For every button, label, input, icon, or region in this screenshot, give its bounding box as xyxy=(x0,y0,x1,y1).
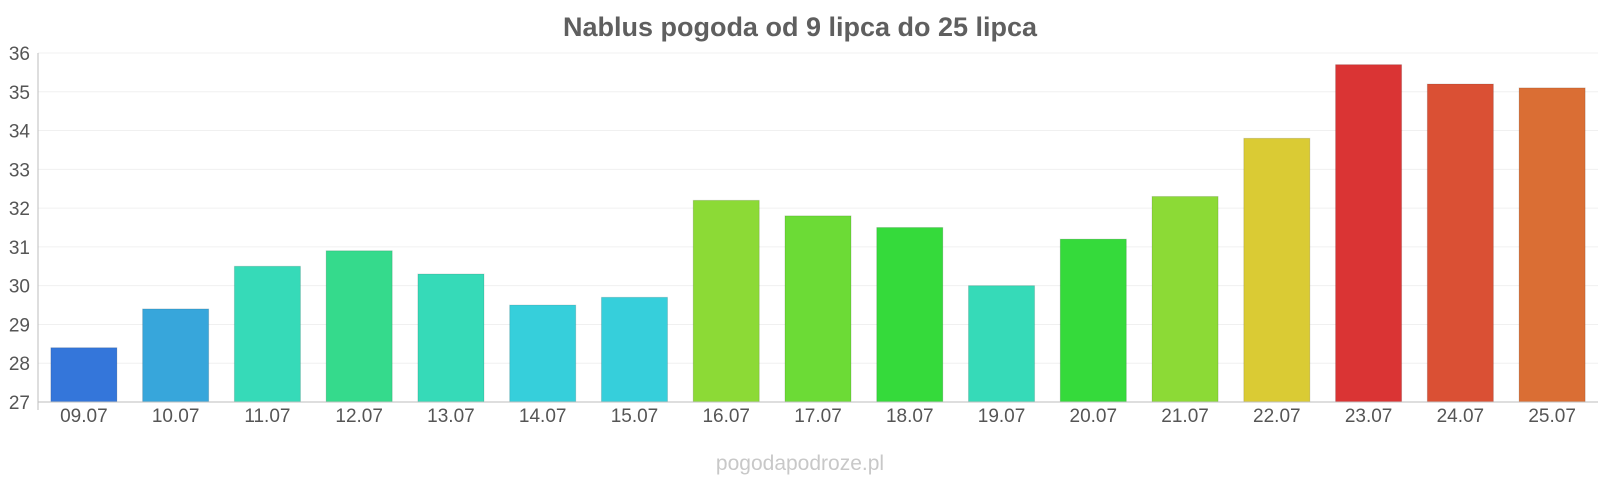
x-tick-label: 20.07 xyxy=(1070,406,1118,427)
x-tick-label: 12.07 xyxy=(335,406,383,427)
x-tick-label: 18.07 xyxy=(886,406,934,427)
x-tick-label: 13.07 xyxy=(427,406,475,427)
bar xyxy=(876,227,944,403)
x-tick-label: 25.07 xyxy=(1528,406,1576,427)
y-tick-label: 33 xyxy=(9,160,30,181)
bar xyxy=(967,285,1036,403)
y-axis-ticks: 27 28 29 30 31 32 33 34 35 36 xyxy=(9,44,31,414)
x-tick-label: 23.07 xyxy=(1345,406,1393,427)
x-tick-label: 15.07 xyxy=(611,406,659,427)
x-tick-label: 11.07 xyxy=(244,406,290,427)
y-tick-label: 36 xyxy=(9,44,30,65)
bar xyxy=(600,296,669,403)
x-tick-label: 16.07 xyxy=(702,406,750,427)
bar xyxy=(1151,195,1219,403)
y-tick-label: 28 xyxy=(9,354,30,375)
bar xyxy=(142,308,210,403)
x-axis-ticks: 09.07 10.07 11.07 12.07 13.07 14.07 15.07 16.07… xyxy=(60,406,1576,427)
source-credit: pogodapodroze.pl xyxy=(716,452,884,475)
bar xyxy=(1243,137,1311,403)
y-tick-label: 30 xyxy=(9,277,30,298)
bar xyxy=(692,199,760,403)
bar xyxy=(417,273,485,403)
y-tick-label: 35 xyxy=(9,83,30,104)
bar xyxy=(1335,64,1403,403)
x-tick-label: 19.07 xyxy=(978,406,1026,427)
y-tick-label: 31 xyxy=(9,238,30,259)
x-tick-label: 17.07 xyxy=(794,406,842,427)
bar xyxy=(784,215,852,403)
bar xyxy=(1518,87,1586,403)
x-tick-label: 21.07 xyxy=(1161,406,1209,427)
bar xyxy=(509,304,577,403)
bar xyxy=(325,250,393,403)
x-tick-label: 10.07 xyxy=(152,406,200,427)
x-tick-label: 24.07 xyxy=(1437,406,1485,427)
y-tick-label: 32 xyxy=(9,199,30,220)
x-tick-label: 14.07 xyxy=(519,406,567,427)
bar xyxy=(1059,238,1127,403)
bars xyxy=(50,64,1586,403)
bar xyxy=(233,265,301,403)
bar xyxy=(1426,83,1494,403)
y-tick-label: 27 xyxy=(9,393,30,414)
x-tick-label: 22.07 xyxy=(1253,406,1301,427)
y-tick-label: 29 xyxy=(9,315,30,336)
chart-title: Nablus pogoda od 9 lipca do 25 lipca xyxy=(563,12,1038,42)
y-tick-label: 34 xyxy=(9,122,31,143)
x-tick-label: 09.07 xyxy=(60,406,108,427)
bar xyxy=(50,347,118,403)
